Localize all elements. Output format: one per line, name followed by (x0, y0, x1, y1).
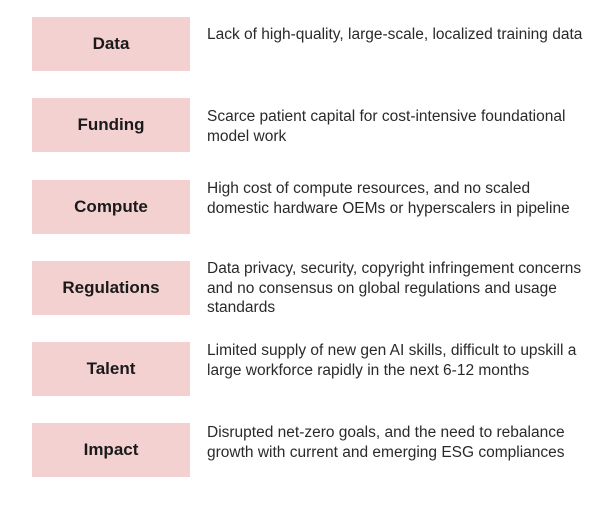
challenge-row-impact: Impact Disrupted net-zero goals, and the… (0, 423, 597, 477)
challenge-row-compute: Compute High cost of compute resources, … (0, 180, 597, 234)
challenge-description: Scarce patient capital for cost-intensiv… (207, 108, 566, 145)
challenge-label-box: Funding (32, 98, 190, 152)
challenge-label-box: Talent (32, 342, 190, 396)
challenge-row-data: Data Lack of high-quality, large-scale, … (0, 17, 597, 71)
challenge-label-box: Data (32, 17, 190, 71)
challenge-description: Data privacy, security, copyright infrin… (207, 260, 582, 316)
challenge-description: Lack of high-quality, large-scale, local… (207, 26, 583, 43)
challenge-row-talent: Talent Limited supply of new gen AI skil… (0, 342, 597, 396)
challenge-row-funding: Funding Scarce patient capital for cost-… (0, 98, 597, 152)
challenge-label-box: Compute (32, 180, 190, 234)
challenge-row-regulations: Regulations Data privacy, security, copy… (0, 260, 597, 316)
challenge-description: High cost of compute resources, and no s… (207, 180, 570, 217)
challenge-label-box: Regulations (32, 261, 190, 315)
challenge-description: Limited supply of new gen AI skills, dif… (207, 342, 577, 379)
challenge-label-box: Impact (32, 423, 190, 477)
challenge-description: Disrupted net-zero goals, and the need t… (207, 424, 565, 461)
